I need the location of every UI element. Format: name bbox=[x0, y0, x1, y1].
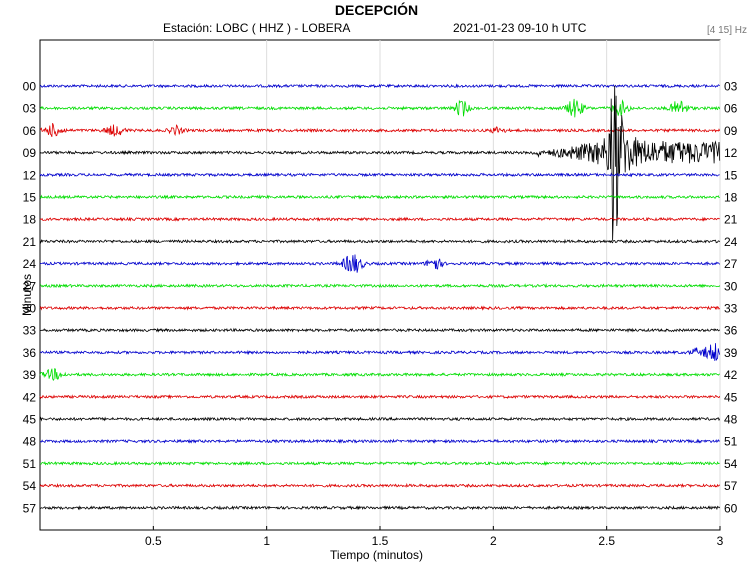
x-tick-label: 0.5 bbox=[145, 534, 162, 548]
left-trace-label: 12 bbox=[23, 168, 37, 182]
right-trace-label: 33 bbox=[724, 302, 738, 316]
left-trace-label: 54 bbox=[23, 479, 37, 493]
left-trace-label: 21 bbox=[23, 235, 37, 249]
left-trace-label: 24 bbox=[23, 257, 37, 271]
trace-21 bbox=[39, 238, 721, 244]
right-trace-label: 51 bbox=[724, 435, 738, 449]
right-trace-label: 48 bbox=[724, 413, 738, 427]
x-ticks: 0.5 1 1.5 2 2.5 3 bbox=[145, 526, 724, 548]
trace-27 bbox=[39, 283, 721, 289]
right-trace-label: 54 bbox=[724, 457, 738, 471]
trace-33 bbox=[40, 327, 721, 333]
left-trace-label: 36 bbox=[23, 346, 37, 360]
trace-54 bbox=[39, 482, 721, 489]
left-trace-label: 18 bbox=[23, 213, 37, 227]
trace-57 bbox=[39, 505, 721, 511]
trace-labels: 00 03 03 06 06 09 09 12 12 15 15 18 18 21 21 24 24 27 27 30… bbox=[23, 80, 738, 516]
trace-30 bbox=[39, 305, 720, 311]
trace-51 bbox=[39, 460, 720, 467]
right-trace-label: 30 bbox=[724, 279, 738, 293]
trace-15 bbox=[39, 194, 720, 200]
trace-06 bbox=[39, 123, 721, 138]
trace-24 bbox=[39, 254, 721, 273]
trace-39 bbox=[39, 368, 720, 382]
left-trace-label: 03 bbox=[23, 102, 37, 116]
left-trace-label: 06 bbox=[23, 124, 37, 138]
trace-12 bbox=[39, 172, 720, 178]
trace-03 bbox=[39, 98, 721, 118]
left-trace-label: 33 bbox=[23, 324, 37, 338]
left-trace-label: 27 bbox=[23, 279, 37, 293]
trace-36 bbox=[39, 343, 721, 361]
trace-48 bbox=[39, 438, 720, 444]
right-trace-label: 15 bbox=[724, 168, 738, 182]
left-trace-label: 42 bbox=[23, 390, 37, 404]
left-trace-label: 00 bbox=[23, 80, 37, 94]
right-trace-label: 57 bbox=[724, 479, 738, 493]
left-trace-label: 45 bbox=[23, 413, 37, 427]
trace-42 bbox=[39, 394, 721, 400]
frequency-band-label: [4 15] Hz bbox=[706, 25, 747, 36]
trace-45 bbox=[39, 416, 721, 422]
x-tick-label: 3 bbox=[717, 534, 724, 548]
station-label: Estación: LOBC ( HHZ ) - LOBERA bbox=[163, 21, 351, 35]
right-trace-label: 39 bbox=[724, 346, 738, 360]
datetime-label: 2021-01-23 09-10 h UTC bbox=[453, 21, 587, 35]
x-tick-label: 1.5 bbox=[372, 534, 389, 548]
left-trace-label: 51 bbox=[23, 457, 37, 471]
left-trace-label: 48 bbox=[23, 435, 37, 449]
left-trace-label: 57 bbox=[23, 501, 37, 515]
left-trace-label: 39 bbox=[23, 368, 37, 382]
grid-lines bbox=[152, 40, 721, 530]
right-trace-label: 21 bbox=[724, 213, 738, 227]
trace-09 bbox=[39, 85, 721, 241]
traces bbox=[39, 83, 721, 511]
left-trace-label: 15 bbox=[23, 191, 37, 205]
right-trace-label: 36 bbox=[724, 324, 738, 338]
right-trace-label: 09 bbox=[724, 124, 738, 138]
right-trace-label: 45 bbox=[724, 390, 738, 404]
right-trace-label: 60 bbox=[724, 501, 738, 515]
left-trace-label: 30 bbox=[23, 302, 37, 316]
x-tick-label: 2.5 bbox=[598, 534, 615, 548]
trace-00 bbox=[39, 83, 720, 89]
right-trace-label: 42 bbox=[724, 368, 738, 382]
right-trace-label: 24 bbox=[724, 235, 738, 249]
chart-title: DECEPCIÓN bbox=[334, 2, 419, 18]
right-trace-label: 03 bbox=[724, 80, 738, 94]
left-trace-label: 09 bbox=[23, 146, 37, 160]
right-trace-label: 18 bbox=[724, 191, 738, 205]
right-trace-label: 06 bbox=[724, 102, 738, 116]
x-tick-label: 2 bbox=[490, 534, 497, 548]
right-trace-label: 12 bbox=[724, 146, 738, 160]
x-tick-label: 1 bbox=[263, 534, 270, 548]
right-trace-label: 27 bbox=[724, 257, 738, 271]
x-axis-label: Tiempo (minutos) bbox=[330, 548, 423, 562]
trace-18 bbox=[39, 216, 720, 222]
